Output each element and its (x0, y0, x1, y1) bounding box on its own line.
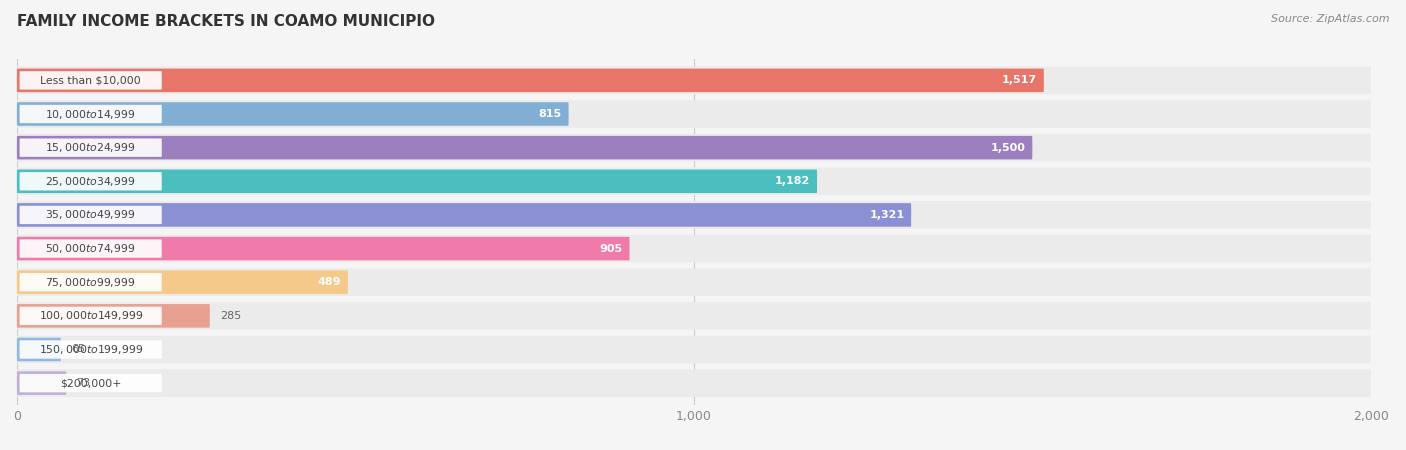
Text: 1,321: 1,321 (869, 210, 904, 220)
Text: $10,000 to $14,999: $10,000 to $14,999 (45, 108, 136, 121)
FancyBboxPatch shape (17, 100, 1371, 128)
FancyBboxPatch shape (20, 206, 162, 224)
FancyBboxPatch shape (17, 201, 1371, 229)
FancyBboxPatch shape (17, 270, 347, 294)
Text: $35,000 to $49,999: $35,000 to $49,999 (45, 208, 136, 221)
FancyBboxPatch shape (20, 172, 162, 190)
Text: $50,000 to $74,999: $50,000 to $74,999 (45, 242, 136, 255)
FancyBboxPatch shape (17, 170, 817, 193)
FancyBboxPatch shape (17, 268, 1371, 296)
FancyBboxPatch shape (17, 371, 66, 395)
FancyBboxPatch shape (17, 67, 1371, 94)
FancyBboxPatch shape (17, 338, 60, 361)
FancyBboxPatch shape (20, 273, 162, 292)
FancyBboxPatch shape (17, 134, 1371, 162)
Text: 65: 65 (72, 345, 84, 355)
Text: $75,000 to $99,999: $75,000 to $99,999 (45, 276, 136, 289)
FancyBboxPatch shape (20, 139, 162, 157)
Text: $25,000 to $34,999: $25,000 to $34,999 (45, 175, 136, 188)
Text: 489: 489 (318, 277, 342, 287)
Text: 815: 815 (538, 109, 562, 119)
FancyBboxPatch shape (20, 340, 162, 359)
FancyBboxPatch shape (20, 239, 162, 258)
FancyBboxPatch shape (17, 369, 1371, 397)
Text: FAMILY INCOME BRACKETS IN COAMO MUNICIPIO: FAMILY INCOME BRACKETS IN COAMO MUNICIPI… (17, 14, 434, 28)
FancyBboxPatch shape (20, 105, 162, 123)
FancyBboxPatch shape (17, 102, 568, 126)
Text: $150,000 to $199,999: $150,000 to $199,999 (38, 343, 143, 356)
Text: Less than $10,000: Less than $10,000 (41, 75, 141, 86)
FancyBboxPatch shape (17, 302, 1371, 330)
Text: $100,000 to $149,999: $100,000 to $149,999 (38, 309, 143, 322)
FancyBboxPatch shape (17, 235, 1371, 262)
FancyBboxPatch shape (20, 71, 162, 90)
Text: $200,000+: $200,000+ (60, 378, 121, 388)
Text: 1,517: 1,517 (1002, 75, 1038, 86)
FancyBboxPatch shape (17, 136, 1032, 159)
FancyBboxPatch shape (17, 68, 1043, 92)
FancyBboxPatch shape (17, 167, 1371, 195)
Text: 1,182: 1,182 (775, 176, 810, 186)
FancyBboxPatch shape (17, 237, 630, 261)
Text: 1,500: 1,500 (991, 143, 1025, 153)
FancyBboxPatch shape (20, 306, 162, 325)
FancyBboxPatch shape (20, 374, 162, 392)
Text: $15,000 to $24,999: $15,000 to $24,999 (45, 141, 136, 154)
FancyBboxPatch shape (17, 203, 911, 227)
Text: 905: 905 (599, 243, 623, 253)
Text: Source: ZipAtlas.com: Source: ZipAtlas.com (1271, 14, 1389, 23)
FancyBboxPatch shape (17, 304, 209, 328)
FancyBboxPatch shape (17, 336, 1371, 363)
Text: 285: 285 (219, 311, 242, 321)
Text: 73: 73 (76, 378, 90, 388)
